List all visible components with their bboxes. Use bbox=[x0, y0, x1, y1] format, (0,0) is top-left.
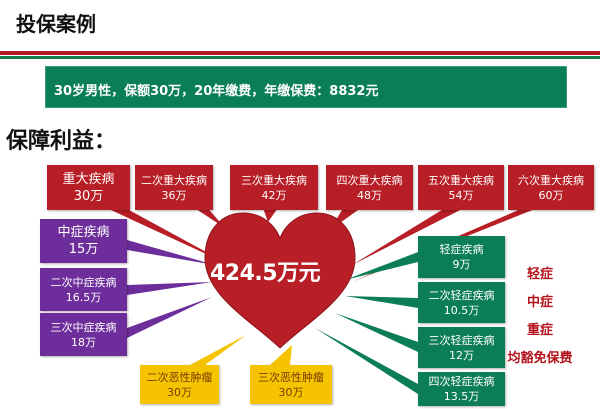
page-title: 投保案例 bbox=[16, 12, 96, 36]
mild-illness-box: 轻症疾病 9万 bbox=[418, 236, 505, 278]
pointer bbox=[270, 345, 292, 365]
pointer bbox=[127, 240, 215, 265]
waiver-note: 重症 bbox=[526, 323, 553, 338]
box-amount: 15万 bbox=[68, 242, 99, 257]
pointer bbox=[190, 205, 225, 228]
box-amount: 36万 bbox=[161, 188, 187, 202]
waiver-note: 中症 bbox=[526, 295, 553, 310]
box-amount: 30万 bbox=[167, 385, 192, 399]
cancer-box: 二次恶性肿瘤 30万 bbox=[140, 365, 219, 404]
major-illness-box: 重大疾病 30万 bbox=[47, 165, 130, 210]
divider-red bbox=[0, 51, 600, 55]
box-name: 二次恶性肿瘤 bbox=[146, 370, 213, 384]
divider-green bbox=[0, 56, 600, 59]
waiver-note: 轻症 bbox=[526, 267, 553, 282]
box-name: 重大疾病 bbox=[62, 171, 115, 187]
box-amount: 54万 bbox=[448, 188, 474, 202]
mild-illness-box: 二次轻症疾病 10.5万 bbox=[418, 282, 505, 323]
box-name: 轻症疾病 bbox=[439, 243, 484, 256]
box-name: 二次轻症疾病 bbox=[428, 288, 495, 302]
box-amount: 10.5万 bbox=[443, 303, 480, 317]
waiver-note: 均豁免保费 bbox=[507, 351, 573, 366]
box-name: 三次重大疾病 bbox=[241, 173, 307, 187]
moderate-illness-box: 二次中症疾病 16.5万 bbox=[40, 268, 127, 311]
box-amount: 13.5万 bbox=[443, 390, 480, 403]
box-amount: 9万 bbox=[452, 258, 471, 271]
box-name: 二次中症疾病 bbox=[50, 275, 117, 289]
box-amount: 12万 bbox=[449, 348, 474, 362]
pointer bbox=[100, 205, 230, 265]
major-illness-box: 三次重大疾病 42万 bbox=[230, 165, 318, 210]
heart-icon bbox=[204, 212, 356, 349]
major-illness-box: 四次重大疾病 48万 bbox=[326, 165, 413, 210]
pointer bbox=[127, 297, 212, 338]
moderate-illness-box: 三次中症疾病 18万 bbox=[40, 313, 127, 356]
pointer bbox=[352, 205, 470, 265]
section-title: 保障利益： bbox=[6, 129, 117, 154]
mild-illness-box: 四次轻症疾病 13.5万 bbox=[418, 372, 505, 406]
box-name: 五次重大疾病 bbox=[428, 173, 494, 187]
box-amount: 30万 bbox=[73, 188, 104, 204]
pointer bbox=[190, 335, 246, 365]
box-amount: 60万 bbox=[538, 188, 564, 202]
pointer bbox=[127, 282, 212, 295]
cancer-box: 三次恶性肿瘤 30万 bbox=[250, 365, 332, 404]
box-name: 四次重大疾病 bbox=[336, 173, 403, 187]
box-amount: 18万 bbox=[71, 335, 96, 349]
moderate-illness-box: 中症疾病 15万 bbox=[40, 219, 127, 263]
major-illness-box: 六次重大疾病 60万 bbox=[508, 165, 594, 210]
box-amount: 30万 bbox=[278, 385, 304, 399]
box-name: 三次轻症疾病 bbox=[428, 333, 495, 347]
box-name: 三次中症疾病 bbox=[50, 320, 117, 334]
box-amount: 16.5万 bbox=[65, 290, 102, 304]
box-name: 三次恶性肿瘤 bbox=[258, 370, 324, 384]
mild-illness-box: 三次轻症疾病 12万 bbox=[418, 327, 505, 368]
major-illness-box: 五次重大疾病 54万 bbox=[418, 165, 504, 210]
box-amount: 48万 bbox=[357, 188, 382, 202]
case-banner: 30岁男性，保额30万，20年缴费，年缴保费：8832元 bbox=[45, 66, 567, 108]
box-name: 四次轻症疾病 bbox=[428, 375, 495, 388]
box-amount: 42万 bbox=[261, 188, 287, 202]
box-name: 六次重大疾病 bbox=[518, 173, 584, 187]
pointer bbox=[345, 252, 418, 280]
box-name: 中症疾病 bbox=[57, 225, 110, 240]
box-name: 二次重大疾病 bbox=[141, 173, 207, 187]
pointer bbox=[345, 296, 418, 308]
major-illness-box: 二次重大疾病 36万 bbox=[135, 165, 213, 210]
total-benefit: 424.5万元 bbox=[210, 261, 321, 286]
pointer bbox=[335, 313, 418, 352]
pointer bbox=[315, 328, 418, 394]
